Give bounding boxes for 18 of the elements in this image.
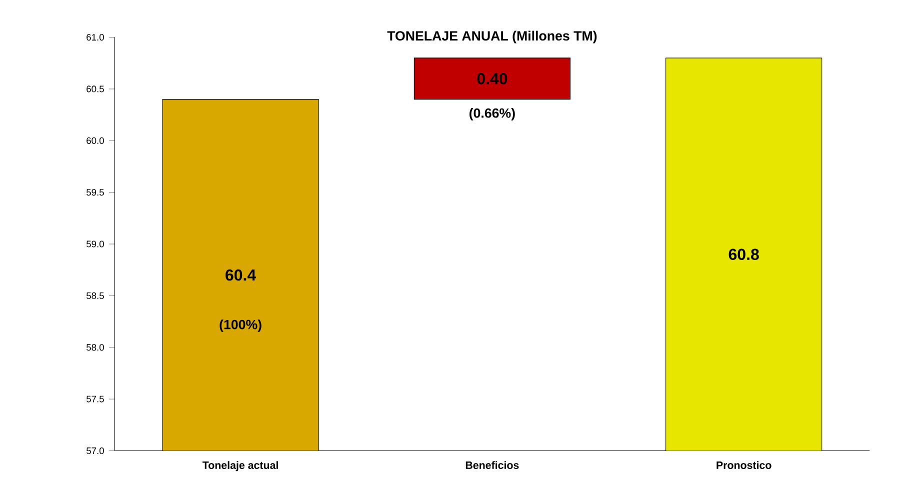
chart-title: TONELAJE ANUAL (Millones TM) [387,31,597,44]
data-label: 60.4 [226,270,256,281]
y-tick-label: 57.0 [86,448,104,454]
y-tick-label: 61.0 [86,34,104,41]
annotation: (0.66%) [470,108,515,121]
y-tick-label: 58.0 [86,344,104,351]
data-label: 60.8 [728,248,759,260]
x-tick-label: Tonelaje actual [202,461,278,472]
y-tick-label: 59.0 [86,240,104,248]
x-tick-label: Pronostico [716,461,772,470]
y-tick-label: 58.5 [86,292,104,300]
x-tick-label: Beneficios [466,461,519,470]
y-tick-label: 59.5 [86,189,104,196]
y-tick-label: 60.5 [86,86,104,92]
y-tick-label: 60.0 [86,138,104,144]
annotation: (100%) [220,320,262,332]
data-label: 0.40 [477,73,508,85]
y-tick-label: 57.5 [86,396,104,403]
